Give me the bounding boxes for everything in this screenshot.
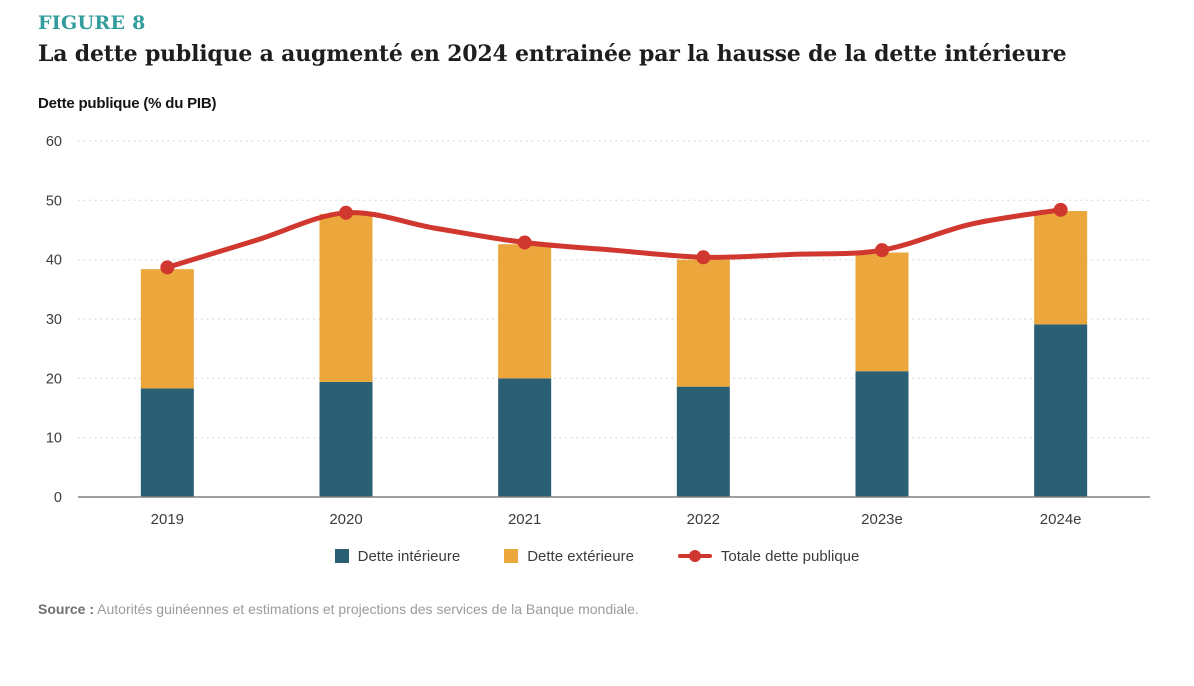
bar-segment-interieure <box>855 370 909 497</box>
bar-segment-exterieure <box>140 268 194 388</box>
figure-number-label: FIGURE 8 <box>38 12 146 34</box>
x-tick-label: 2020 <box>329 511 362 528</box>
y-tick-label: 0 <box>54 490 62 506</box>
y-tick-label: 30 <box>46 312 62 328</box>
bar-segment-interieure <box>498 377 552 497</box>
bar-segment-interieure <box>140 387 194 497</box>
total-debt-point <box>517 234 532 249</box>
source-text: Autorités guinéennes et estimations et p… <box>97 600 639 617</box>
debt-chart-svg: 0 10 20 30 40 50 60 2019 2020 2021 2022 2023e 2024e <box>46 134 1150 528</box>
total-debt-point <box>1053 202 1068 217</box>
bar-segment-exterieure <box>676 259 730 387</box>
y-tick-label: 20 <box>46 371 62 387</box>
y-tick-label: 60 <box>46 134 62 150</box>
x-tick-label: 2024e <box>1040 511 1082 528</box>
y-tick-label: 40 <box>46 252 62 268</box>
legend-item-dette-exterieure: Dette extérieure <box>504 548 634 565</box>
legend-label: Totale dette publique <box>720 547 860 565</box>
x-tick-label: 2022 <box>687 511 720 528</box>
y-tick-label: 50 <box>46 193 62 209</box>
figure-title: La dette publique a augmenté en 2024 ent… <box>38 41 1067 67</box>
bar-segment-interieure <box>319 381 373 497</box>
total-debt-point <box>875 242 889 257</box>
y-tick-label: 10 <box>46 430 62 446</box>
bar-segment-exterieure <box>319 213 373 382</box>
chart-area: 0 10 20 30 40 50 60 2019 2020 2021 2022 2023e 2024e <box>0 120 1194 532</box>
legend-label: Dette intérieure <box>357 547 461 565</box>
teal-square-icon <box>334 549 349 563</box>
legend-label: Dette extérieure <box>527 547 634 565</box>
y-axis-title: Dette publique (% du PIB) <box>38 94 217 112</box>
source-label: Source : <box>38 600 95 617</box>
source-note: Source : Autorités guinéennes et estimat… <box>38 601 1156 617</box>
x-tick-label: 2019 <box>151 511 184 528</box>
chart-legend: Dette intérieure Dette extérieure Totale… <box>38 548 1156 565</box>
bar-segment-interieure <box>676 386 730 497</box>
orange-square-icon <box>504 549 519 563</box>
x-tick-label: 2021 <box>508 511 541 528</box>
figure-page: FIGURE 8 La dette publique a augmenté en… <box>0 12 1194 617</box>
total-debt-point <box>160 259 175 274</box>
bar-segment-exterieure <box>498 243 552 378</box>
total-debt-line <box>164 206 1064 270</box>
legend-item-totale-dette: Totale dette publique <box>677 547 860 565</box>
x-tick-label: 2023e <box>861 511 903 528</box>
legend-item-dette-interieure: Dette intérieure <box>334 547 461 565</box>
red-line-dot-icon <box>677 549 712 563</box>
bar-segment-interieure <box>1034 323 1088 497</box>
bar-segment-exterieure <box>1034 210 1088 324</box>
total-debt-point <box>339 205 353 220</box>
total-debt-point <box>696 249 711 264</box>
bar-segment-exterieure <box>855 252 909 371</box>
